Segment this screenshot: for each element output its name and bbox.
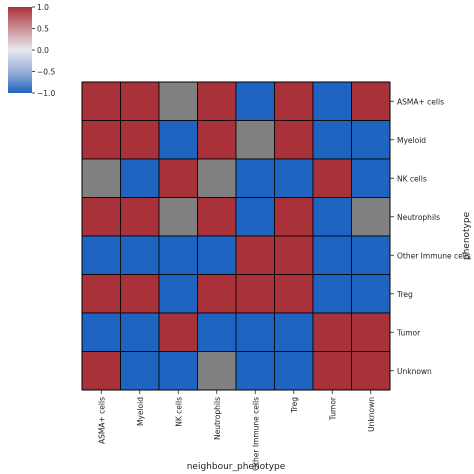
x-tick-label: NK cells <box>174 397 183 427</box>
heatmap-cell-4-8 <box>351 197 391 237</box>
heatmap-cell-1-5 <box>235 81 275 121</box>
heatmap-cell-2-7 <box>312 120 352 160</box>
heatmap-cell-1-1 <box>81 81 121 121</box>
colorbar-tick-label: 0.5 <box>37 25 49 34</box>
heatmap-cell-3-8 <box>351 158 391 198</box>
heatmap-cell-4-3 <box>158 197 198 237</box>
heatmap-cell-4-4 <box>197 197 237 237</box>
x-tick-label: Neutrophils <box>213 397 222 440</box>
x-tick-labels: ASMA+ cells Myeloid NK cells Neutrophils Oth… <box>97 390 376 471</box>
heatmap-cell-1-6 <box>274 81 314 121</box>
colorbar-gradient <box>8 7 32 93</box>
heatmap-cell-8-8 <box>351 351 391 391</box>
heatmap-cell-8-4 <box>197 351 237 391</box>
heatmap-cell-3-5 <box>235 158 275 198</box>
heatmap-cell-3-7 <box>312 158 352 198</box>
heatmap-cell-5-8 <box>351 235 391 275</box>
heatmap-cell-6-7 <box>312 274 352 314</box>
heatmap-cell-3-4 <box>197 158 237 198</box>
heatmap-cell-8-1 <box>81 351 121 391</box>
y-tick-labels: ASMA+ cells Myeloid NK cells Neutrophils Oth… <box>390 97 471 376</box>
heatmap-cell-5-5 <box>235 235 275 275</box>
y-tick-label: NK cells <box>397 174 427 183</box>
heatmap-cell-7-1 <box>81 312 121 352</box>
x-tick-label: Unknown <box>367 397 376 432</box>
heatmap-cell-8-2 <box>120 351 160 391</box>
y-tick-label: ASMA+ cells <box>397 97 444 106</box>
heatmap-cell-6-8 <box>351 274 391 314</box>
y-tick-label: Myeloid <box>397 136 426 145</box>
heatmap-cell-6-2 <box>120 274 160 314</box>
colorbar-tick-label: 0.0 <box>37 46 49 55</box>
heatmap-cell-4-5 <box>235 197 275 237</box>
heatmap-cell-5-6 <box>274 235 314 275</box>
heatmap-cell-3-1 <box>81 158 121 198</box>
colorbar-tick-label: −0.5 <box>37 68 55 77</box>
heatmap-cell-1-2 <box>120 81 160 121</box>
heatmap-cell-2-6 <box>274 120 314 160</box>
heatmap-cell-8-7 <box>312 351 352 391</box>
heatmap-cell-4-6 <box>274 197 314 237</box>
heatmap-cell-6-4 <box>197 274 237 314</box>
heatmap-cell-7-4 <box>197 312 237 352</box>
heatmap-cell-7-2 <box>120 312 160 352</box>
heatmap-cell-6-3 <box>158 274 198 314</box>
y-tick-label: Other Immune cells <box>397 251 471 260</box>
heatmap-cell-2-2 <box>120 120 160 160</box>
heatmap-frame <box>81 81 391 391</box>
heatmap-cell-2-1 <box>81 120 121 160</box>
heatmap-cell-5-3 <box>158 235 198 275</box>
heatmap-cell-2-8 <box>351 120 391 160</box>
heatmap-cell-8-3 <box>158 351 198 391</box>
heatmap-cell-5-7 <box>312 235 352 275</box>
colorbar-tick-label: −1.0 <box>37 89 55 98</box>
heatmap-cell-3-2 <box>120 158 160 198</box>
colorbar: 1.0 0.5 0.0 −0.5 −1.0 <box>8 3 55 98</box>
heatmap-cell-6-1 <box>81 274 121 314</box>
colorbar-tick-label: 1.0 <box>37 3 49 12</box>
heatmap-cell-5-1 <box>81 235 121 275</box>
heatmap-cell-8-5 <box>235 351 275 391</box>
y-tick-label: Unknown <box>397 367 432 376</box>
x-tick-label: Tumor <box>328 396 337 421</box>
heatmap-cell-8-6 <box>274 351 314 391</box>
heatmap-cell-1-8 <box>351 81 391 121</box>
heatmap-cell-5-2 <box>120 235 160 275</box>
y-tick-label: Neutrophils <box>397 213 440 222</box>
colorbar-ticks: 1.0 0.5 0.0 −0.5 −1.0 <box>32 3 55 98</box>
x-tick-label: Myeloid <box>136 397 145 426</box>
heatmap-cell-7-3 <box>158 312 198 352</box>
heatmap-cell-7-8 <box>351 312 391 352</box>
y-axis-label: phenotype <box>462 211 472 260</box>
heatmap-cell-5-4 <box>197 235 237 275</box>
heatmap-cell-3-6 <box>274 158 314 198</box>
heatmap-cell-6-5 <box>235 274 275 314</box>
heatmap-cell-3-3 <box>158 158 198 198</box>
heatmap-cell-2-5 <box>235 120 275 160</box>
heatmap-cell-1-4 <box>197 81 237 121</box>
heatmap-cell-7-7 <box>312 312 352 352</box>
heatmap-cell-1-7 <box>312 81 352 121</box>
heatmap-cell-2-4 <box>197 120 237 160</box>
heatmap-cells <box>81 81 391 391</box>
heatmap-cell-1-3 <box>158 81 198 121</box>
x-tick-label: Treg <box>290 397 299 414</box>
y-tick-label: Treg <box>396 290 413 299</box>
heatmap-cell-2-3 <box>158 120 198 160</box>
x-tick-label: Other Immune cells <box>251 397 260 471</box>
heatmap-cell-4-1 <box>81 197 121 237</box>
heatmap-cell-7-6 <box>274 312 314 352</box>
x-tick-label: ASMA+ cells <box>97 397 106 444</box>
heatmap-cell-7-5 <box>235 312 275 352</box>
heatmap-cell-6-6 <box>274 274 314 314</box>
y-tick-label: Tumor <box>396 328 421 337</box>
heatmap-cell-4-2 <box>120 197 160 237</box>
x-axis-label: neighbour_phenotype <box>187 462 286 472</box>
heatmap-cell-4-7 <box>312 197 352 237</box>
